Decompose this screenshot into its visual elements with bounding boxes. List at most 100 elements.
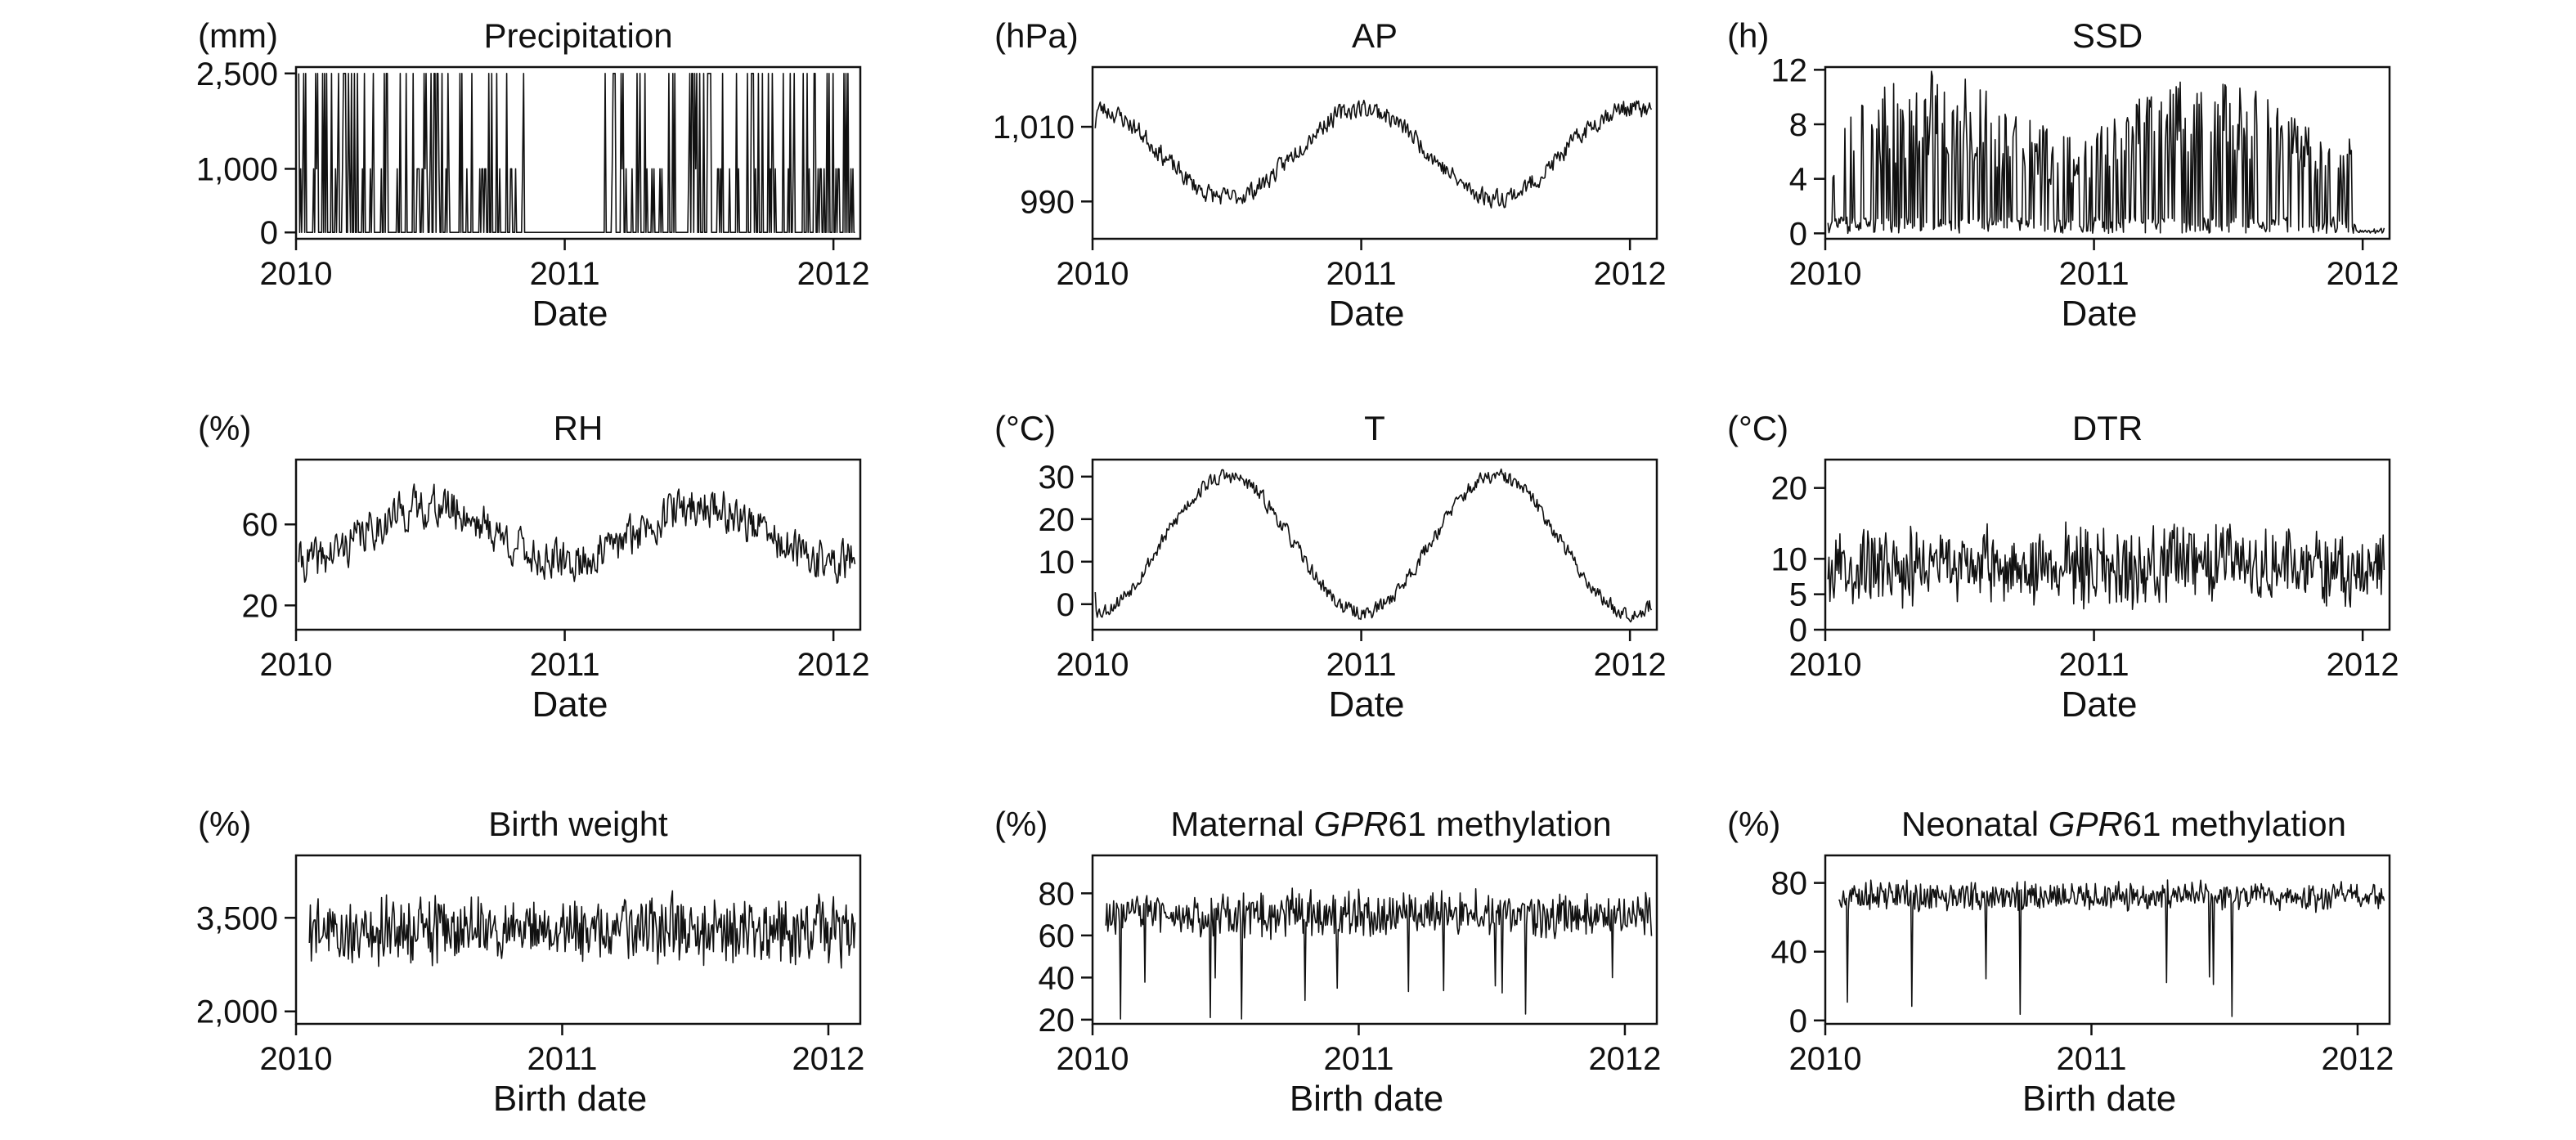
x-tick-label: 2010: [1789, 256, 1862, 292]
chart-title-part: GPR: [1313, 805, 1388, 843]
chart-title-part: 61 methylation: [1388, 805, 1611, 843]
plot-frame: [294, 458, 862, 631]
series-line: [1838, 879, 2385, 1017]
y-tick-label: 40: [1771, 935, 1808, 971]
plot-frame: [1824, 854, 2391, 1026]
chart-title: DTR: [2072, 409, 2143, 447]
x-axis-label: Birth date: [2022, 1079, 2176, 1119]
y-unit-label: (%): [198, 805, 251, 843]
x-tick-label: 2011: [2056, 1041, 2126, 1077]
x-axis-label: Date: [1329, 294, 1405, 334]
x-tick-label: 2011: [527, 1041, 597, 1077]
x-axis-label: Date: [2062, 684, 2138, 725]
y-tick-label: 0: [1057, 587, 1075, 623]
y-tick-label: 10: [1771, 541, 1808, 577]
y-tick-label: 12: [1771, 52, 1808, 88]
x-tick-label: 2010: [1789, 1041, 1862, 1077]
chart-title-part: 61 methylation: [2123, 805, 2346, 843]
y-tick-label: 3,500: [196, 900, 278, 936]
plot-frame: [294, 854, 862, 1026]
x-tick-label: 2012: [1594, 256, 1667, 292]
x-tick-label: 2012: [797, 647, 870, 683]
series-line: [298, 483, 856, 584]
y-tick-label: 0: [1789, 613, 1807, 649]
plot-frame: [1091, 458, 1658, 631]
x-tick-label: 2010: [260, 256, 333, 292]
y-unit-label: (%): [994, 805, 1048, 843]
x-tick-label: 2010: [1057, 1041, 1129, 1077]
x-tick-label: 2010: [1057, 256, 1129, 292]
chart-panel-2: 990 1,010 2010 2011 2012 Date (hPa) AP: [993, 16, 1667, 334]
y-unit-label: (%): [198, 409, 251, 447]
y-tick-label: 20: [1771, 471, 1808, 507]
series-line: [1094, 468, 1653, 623]
chart-panel-4: 20 60 2010 2011 2012 Date (%) RH: [198, 409, 870, 725]
y-tick-label: 10: [1039, 545, 1075, 581]
x-tick-label: 2012: [2327, 256, 2399, 292]
y-tick-label: 60: [1039, 918, 1075, 954]
chart-panel-9: 0 40 80 2010 2011 2012 Birth date (%) Neonatal G…: [1727, 805, 2394, 1119]
y-tick-label: 1,000: [196, 151, 278, 187]
chart-title: SSD: [2072, 16, 2143, 55]
y-tick-label: 40: [1039, 960, 1075, 996]
y-tick-label: 30: [1039, 460, 1075, 496]
y-unit-label: (°C): [1727, 409, 1788, 447]
series-line: [298, 73, 855, 233]
x-tick-label: 2012: [1588, 1041, 1661, 1077]
chart-title: Maternal GPR61 methylation: [1170, 805, 1611, 843]
y-tick-label: 8: [1789, 107, 1807, 143]
y-tick-label: 20: [1039, 1003, 1075, 1039]
y-tick-label: 990: [1020, 184, 1075, 220]
y-tick-label: 0: [1789, 216, 1807, 252]
series-line: [1105, 887, 1653, 1020]
chart-title: RH: [554, 409, 604, 447]
chart-title: Precipitation: [483, 16, 672, 55]
x-tick-label: 2010: [1789, 647, 1862, 683]
chart-title: Neonatal GPR61 methylation: [1901, 805, 2346, 843]
series-line: [1827, 521, 2385, 610]
chart-title-part: Neonatal: [1901, 805, 2049, 843]
x-axis-label: Birth date: [493, 1079, 647, 1119]
plot-frame: [294, 65, 862, 240]
plot-frame: [1091, 65, 1658, 240]
y-tick-label: 1,010: [993, 110, 1075, 146]
x-tick-label: 2010: [260, 647, 333, 683]
y-tick-label: 0: [1789, 1003, 1807, 1039]
series-line: [1094, 99, 1653, 209]
x-tick-label: 2010: [260, 1041, 333, 1077]
plot-frame: [1091, 854, 1658, 1026]
x-tick-label: 2011: [530, 647, 600, 683]
y-tick-label: 5: [1789, 577, 1807, 613]
y-tick-label: 20: [1039, 502, 1075, 538]
series-line: [1827, 70, 2385, 235]
x-tick-label: 2011: [2059, 256, 2129, 292]
chart-panel-3: 0 4 8 12 2010 2011 2012 Date (h) SSD: [1727, 16, 2399, 334]
y-unit-label: (hPa): [994, 16, 1079, 55]
x-axis-label: Date: [2062, 294, 2138, 334]
y-tick-label: 80: [1039, 876, 1075, 912]
y-tick-label: 4: [1789, 162, 1807, 198]
chart-title-part: Maternal: [1170, 805, 1313, 843]
x-tick-label: 2011: [2059, 647, 2129, 683]
chart-title: AP: [1352, 16, 1398, 55]
y-tick-label: 2,000: [196, 994, 278, 1030]
x-tick-label: 2011: [1326, 647, 1397, 683]
x-axis-label: Date: [532, 684, 608, 725]
chart-panel-1: 0 1,000 2,500 2010 2011 2012 Date (mm) Precipita…: [196, 16, 870, 334]
series-line: [308, 890, 856, 969]
y-unit-label: (°C): [994, 409, 1056, 447]
x-tick-label: 2011: [1326, 256, 1397, 292]
y-tick-label: 0: [260, 215, 278, 251]
x-tick-label: 2012: [2321, 1041, 2394, 1077]
chart-title: Birth weight: [488, 805, 668, 843]
x-axis-label: Date: [532, 294, 608, 334]
chart-title: T: [1364, 409, 1385, 447]
x-tick-label: 2012: [2327, 647, 2399, 683]
x-axis-label: Birth date: [1290, 1079, 1443, 1119]
y-unit-label: (mm): [198, 16, 278, 55]
x-tick-label: 2012: [1594, 647, 1667, 683]
y-unit-label: (h): [1727, 16, 1769, 55]
plot-frame: [1824, 458, 2391, 631]
